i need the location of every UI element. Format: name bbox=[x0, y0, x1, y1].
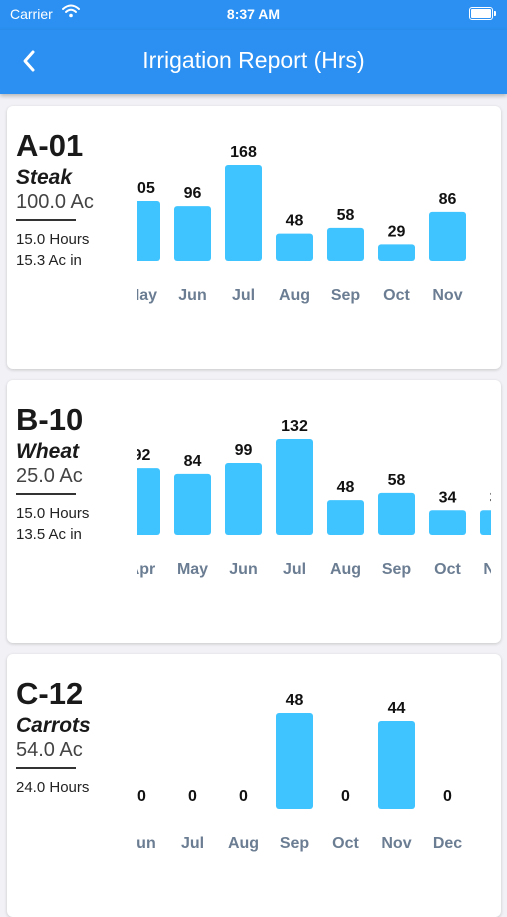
irrigation-bar-chart: 105 May 96 Jun 168 Jul 48 Aug 58 Sep 29 Oct 86 Nov bbox=[137, 144, 466, 304]
crop-name: Wheat bbox=[16, 440, 79, 463]
field-card-a-01[interactable]: A-01 Steak 100.0 Ac 15.0 Hours 15.3 Ac i… bbox=[7, 106, 501, 369]
month-tick-label: Nov bbox=[381, 835, 411, 852]
bar-jul bbox=[225, 165, 262, 261]
bar-value-label: 99 bbox=[235, 442, 253, 459]
bar-aug bbox=[327, 500, 364, 535]
bar-value-label: 48 bbox=[337, 479, 355, 496]
month-tick-label: Apr bbox=[137, 561, 155, 578]
bar-may bbox=[174, 473, 211, 535]
month-tick-label: Sep bbox=[280, 835, 310, 852]
bar-jul bbox=[276, 439, 313, 535]
bar-value-label: 92 bbox=[137, 447, 151, 464]
bar-apr bbox=[137, 468, 160, 535]
total-hours: 24.0 Hours bbox=[16, 779, 90, 796]
divider bbox=[16, 493, 76, 495]
bar-jun bbox=[174, 206, 211, 261]
bar-sep bbox=[276, 713, 313, 809]
bar-value-label: 0 bbox=[239, 788, 248, 805]
bar-value-label: 84 bbox=[184, 453, 202, 470]
month-tick-label: Jul bbox=[232, 287, 255, 304]
acre-inches: 13.5 Ac in bbox=[16, 526, 82, 543]
bar-value-label: 58 bbox=[388, 472, 406, 489]
month-tick-label: Jun bbox=[178, 287, 206, 304]
bar-sep bbox=[378, 492, 415, 535]
month-tick-label: Oct bbox=[434, 561, 461, 578]
bar-value-label: 86 bbox=[439, 191, 457, 208]
bar-value-label: 96 bbox=[184, 185, 202, 202]
wifi-icon bbox=[62, 4, 80, 21]
month-tick-label: Aug bbox=[279, 287, 310, 304]
month-tick-label: Nov bbox=[432, 287, 462, 304]
bar-sep bbox=[327, 227, 364, 261]
field-card-b-10[interactable]: B-10 Wheat 25.0 Ac 15.0 Hours 13.5 Ac in… bbox=[7, 380, 501, 643]
bar-value-label: 58 bbox=[337, 207, 355, 224]
bar-nov bbox=[378, 721, 415, 809]
bar-oct bbox=[429, 510, 466, 535]
month-tick-label: Nov bbox=[483, 561, 491, 578]
bar-value-label: 29 bbox=[388, 223, 406, 240]
irrigation-bar-chart: 92 Apr 84 May 99 Jun 132 Jul 48 Aug 58 Sep 34 Oct 34 No… bbox=[137, 418, 491, 578]
nav-bar: Irrigation Report (Hrs) bbox=[0, 30, 507, 94]
field-area: 100.0 Ac bbox=[16, 191, 94, 213]
bar-value-label: 34 bbox=[490, 489, 491, 506]
irrigation-chart[interactable]: 105 May 96 Jun 168 Jul 48 Aug 58 Sep 29 Oct 86 Nov bbox=[137, 106, 491, 369]
bar-value-label: 44 bbox=[388, 700, 406, 717]
month-tick-label: Jul bbox=[283, 561, 306, 578]
month-tick-label: Dec bbox=[433, 835, 462, 852]
crop-name: Steak bbox=[16, 166, 73, 189]
bar-oct bbox=[378, 244, 415, 261]
total-hours: 15.0 Hours bbox=[16, 505, 90, 522]
month-tick-label: May bbox=[177, 561, 208, 578]
bar-value-label: 48 bbox=[286, 692, 304, 709]
field-id: C-12 bbox=[16, 676, 84, 711]
month-tick-label: Oct bbox=[332, 835, 359, 852]
bar-value-label: 0 bbox=[341, 788, 350, 805]
month-tick-label: Aug bbox=[330, 561, 361, 578]
irrigation-chart[interactable]: 92 Apr 84 May 99 Jun 132 Jul 48 Aug 58 Sep 34 Oct 34 No… bbox=[137, 380, 491, 643]
month-tick-label: Jun bbox=[137, 835, 156, 852]
month-tick-label: May bbox=[137, 287, 157, 304]
bar-value-label: 105 bbox=[137, 180, 155, 197]
battery-icon bbox=[469, 7, 496, 20]
bar-may bbox=[137, 201, 160, 261]
page-title: Irrigation Report (Hrs) bbox=[142, 47, 365, 73]
divider bbox=[16, 767, 76, 769]
month-tick-label: Sep bbox=[331, 287, 361, 304]
bar-value-label: 168 bbox=[230, 144, 257, 161]
bar-value-label: 0 bbox=[443, 788, 452, 805]
bar-value-label: 34 bbox=[439, 489, 457, 506]
bar-nov bbox=[429, 211, 466, 261]
bar-aug bbox=[276, 233, 313, 261]
carrier-label: Carrier bbox=[10, 6, 53, 22]
field-id: A-01 bbox=[16, 128, 84, 163]
divider bbox=[16, 219, 76, 221]
field-card-c-12[interactable]: C-12 Carrots 54.0 Ac 24.0 Hours 0 Jun 0 Jul… bbox=[7, 654, 501, 917]
bar-nov bbox=[480, 510, 491, 535]
bar-value-label: 0 bbox=[188, 788, 197, 805]
field-area: 54.0 Ac bbox=[16, 739, 83, 761]
month-tick-label: Aug bbox=[228, 835, 259, 852]
bar-jun bbox=[225, 463, 262, 535]
irrigation-bar-chart: 0 Jun 0 Jul 0 Aug 48 Sep 0 Oct 44 Nov 0 Dec bbox=[137, 692, 462, 852]
status-time: 8:37 AM bbox=[226, 6, 281, 22]
acre-inches: 15.3 Ac in bbox=[16, 252, 82, 269]
bar-value-label: 132 bbox=[281, 418, 308, 435]
crop-name: Carrots bbox=[16, 714, 91, 737]
month-tick-label: Oct bbox=[383, 287, 410, 304]
month-tick-label: Sep bbox=[382, 561, 412, 578]
month-tick-label: Jun bbox=[229, 561, 257, 578]
back-arrow-icon[interactable] bbox=[16, 46, 46, 76]
total-hours: 15.0 Hours bbox=[16, 231, 90, 248]
irrigation-chart[interactable]: 0 Jun 0 Jul 0 Aug 48 Sep 0 Oct 44 Nov 0 Dec bbox=[137, 654, 491, 917]
bar-value-label: 0 bbox=[137, 788, 146, 805]
field-id: B-10 bbox=[16, 402, 84, 437]
month-tick-label: Jul bbox=[181, 835, 204, 852]
field-area: 25.0 Ac bbox=[16, 465, 83, 487]
bar-value-label: 48 bbox=[286, 213, 304, 230]
status-bar: Carrier 8:37 AM bbox=[0, 0, 507, 30]
